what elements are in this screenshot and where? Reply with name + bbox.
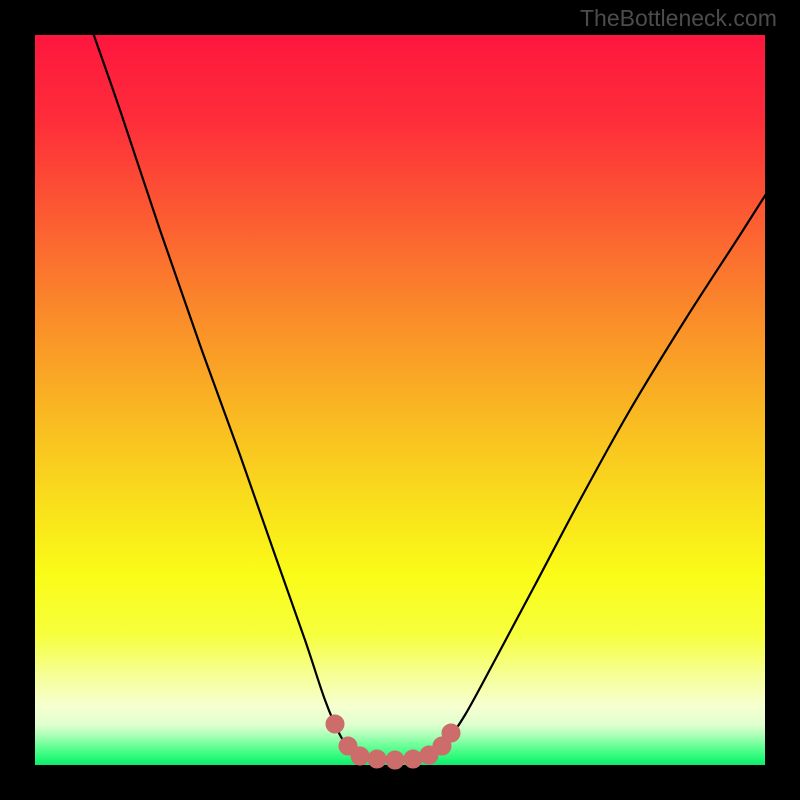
chart-plot-area	[35, 35, 765, 765]
attribution-label: TheBottleneck.com	[580, 5, 777, 32]
chart-stage: TheBottleneck.com	[0, 0, 800, 800]
